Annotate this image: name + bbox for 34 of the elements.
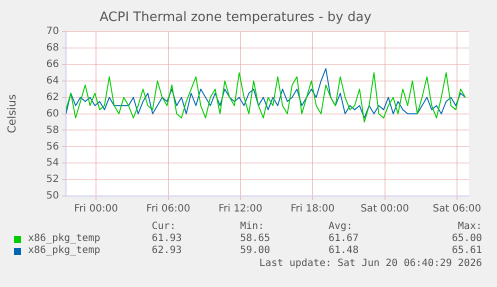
text: 58.65	[240, 233, 272, 245]
text: Last update: Sat Jun 20 06:40:29 2026	[258, 258, 482, 269]
text: Min:	[240, 221, 266, 233]
x-tick-label: Sat 06:00	[432, 204, 482, 215]
x-tick-label: Sat 00:00	[360, 204, 409, 215]
legend-label: x86_pkg_temp	[28, 233, 100, 245]
text: 61.93	[152, 233, 183, 245]
y-tick-label: 66	[46, 59, 59, 70]
y-tick-label: 62	[46, 92, 59, 103]
y-tick-label: 68	[46, 42, 59, 54]
y-tick-label: 56	[46, 141, 59, 152]
text: Max:	[456, 221, 482, 233]
x-tick-label: Fri 00:00	[74, 204, 118, 215]
y-tick-label: 64	[46, 76, 59, 87]
y-tick-label: 50	[46, 190, 59, 202]
x-tick-label: Fri 18:00	[290, 204, 335, 215]
chart-title: ACPI Thermal zone temperatures - by day	[100, 10, 372, 26]
x-tick-label: Fri 12:00	[218, 204, 262, 215]
y-axis-title: Celsius	[5, 94, 18, 134]
y-tick-label: 60	[46, 108, 59, 120]
text: 65.61	[450, 245, 482, 257]
y-tick-label: 54	[46, 158, 59, 169]
y-tick-label: 52	[46, 174, 59, 186]
text: 61.67	[328, 233, 360, 245]
legend-label: x86_pkg_temp	[28, 245, 100, 257]
text: 61.48	[328, 245, 360, 257]
y-tick-label: 70	[46, 26, 59, 38]
y-tick-label: 58	[46, 124, 59, 136]
x-tick-label: Fri 06:00	[146, 204, 190, 215]
text: 65.00	[450, 233, 482, 245]
text: Avg:	[328, 221, 354, 233]
text: Cur:	[152, 221, 177, 233]
text: 59.00	[240, 245, 272, 257]
text: 62.93	[152, 245, 183, 257]
